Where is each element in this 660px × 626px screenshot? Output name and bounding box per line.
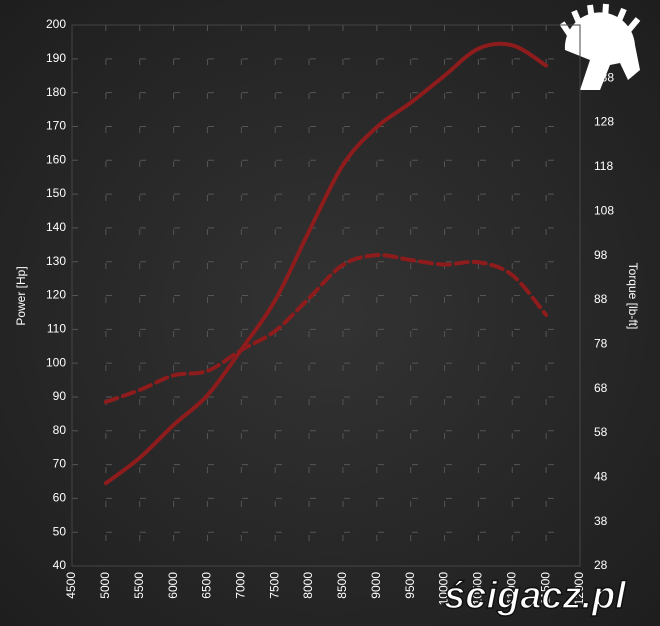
- x-tick-label: 11500: [538, 572, 552, 605]
- y2-tick-label: 108: [594, 203, 614, 217]
- x-tick-label: 11000: [504, 572, 518, 605]
- logo: [559, 3, 641, 90]
- y-tick-label: 130: [46, 254, 66, 268]
- x-tick-label: 8500: [335, 572, 349, 599]
- watermark: ścigacz.pl: [444, 575, 627, 617]
- y-tick-label: 50: [53, 524, 67, 538]
- x-tick-label: 5000: [98, 572, 112, 599]
- y-tick-label: 170: [46, 119, 66, 133]
- y2-tick-label: 98: [594, 248, 608, 262]
- y-tick-label: 90: [53, 389, 67, 403]
- y2-tick-label: 28: [594, 558, 608, 572]
- x-tick-label: 10000: [437, 572, 451, 606]
- y-tick-label: 180: [46, 85, 66, 99]
- y2-tick-label: 48: [594, 469, 608, 483]
- y-tick-label: 190: [46, 51, 66, 65]
- x-tick-label: 9000: [369, 572, 383, 599]
- y2-axis-label: Torque [lb-ft]: [626, 263, 640, 330]
- y2-tick-label: 38: [594, 514, 608, 528]
- x-tick-label: 7500: [267, 572, 281, 599]
- x-tick-label: 7000: [234, 572, 248, 599]
- x-tick-label: 9500: [403, 572, 417, 599]
- y-tick-label: 60: [53, 491, 67, 505]
- y2-tick-label: 58: [594, 425, 608, 439]
- y2-tick-label: 128: [594, 115, 614, 129]
- y-tick-label: 70: [53, 457, 67, 471]
- y-tick-label: 140: [46, 220, 66, 234]
- line-series: [103, 41, 549, 486]
- line-series: [103, 253, 549, 404]
- y-tick-label: 160: [46, 152, 66, 166]
- y-tick-label: 200: [46, 17, 66, 31]
- y-tick-label: 80: [53, 423, 67, 437]
- y-axis-label: Power [Hp]: [14, 266, 28, 325]
- x-tick-label: 6500: [200, 572, 214, 599]
- x-tick-label: 12000: [572, 572, 586, 606]
- y2-tick-label: 68: [594, 381, 608, 395]
- y-tick-label: 150: [46, 186, 66, 200]
- y2-tick-label: 118: [594, 159, 613, 173]
- y-tick-label: 120: [46, 288, 66, 302]
- plot-frame: [71, 24, 581, 567]
- y2-tick-label: 78: [594, 336, 608, 350]
- y2-tick-label: 88: [594, 292, 608, 306]
- x-tick-label: 4500: [64, 572, 78, 599]
- y2-tick-label: 138: [594, 70, 614, 84]
- y-tick-label: 100: [46, 355, 66, 369]
- x-tick-label: 10500: [471, 572, 485, 606]
- x-tick-label: 6000: [166, 572, 180, 599]
- x-tick-label: 5500: [132, 572, 146, 599]
- x-tick-label: 8000: [301, 572, 315, 599]
- y-tick-label: 110: [47, 321, 66, 335]
- y-tick-label: 40: [53, 558, 67, 572]
